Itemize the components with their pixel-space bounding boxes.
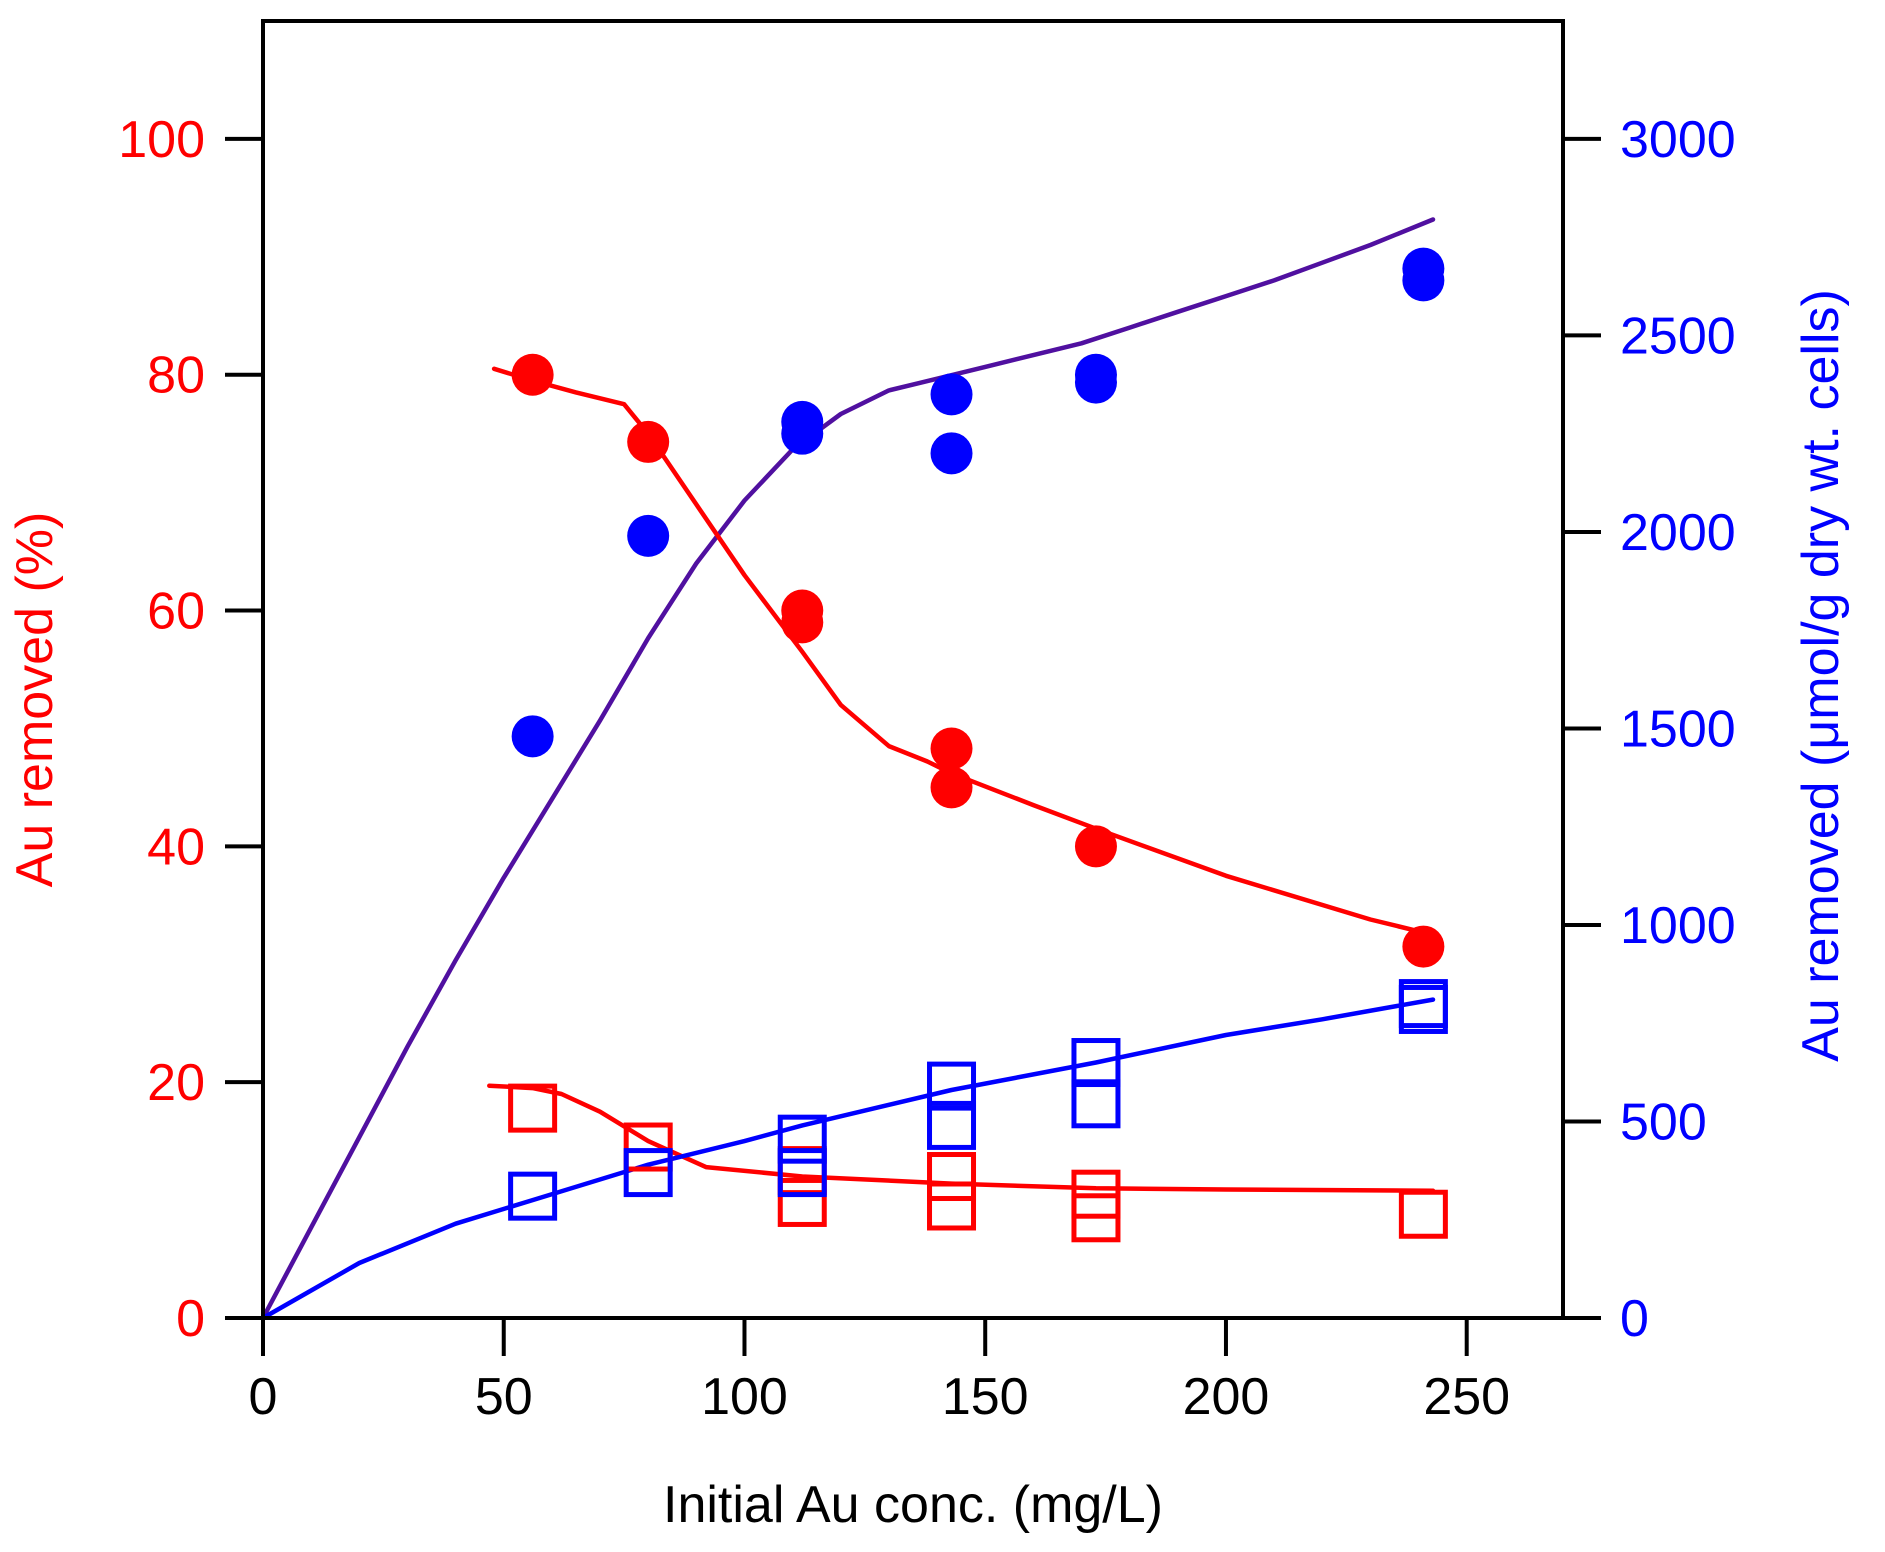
axes: 0 50 100 150 200 2500204060801000500100015002… — [118, 111, 1735, 1426]
series-2-point — [627, 514, 670, 557]
y-right-tick-label: 2500 — [1620, 307, 1736, 365]
y-right-tick-label: 500 — [1620, 1093, 1707, 1151]
series-3-point — [1071, 1193, 1121, 1243]
series-1-point — [627, 420, 670, 463]
y-right-tick-label: 1500 — [1620, 700, 1736, 758]
series-3-point — [508, 1083, 558, 1133]
series-4-point — [1071, 1079, 1121, 1129]
series-4-point — [777, 1148, 827, 1198]
series-3-point — [1398, 1189, 1448, 1239]
y-right-tick-label: 3000 — [1620, 111, 1736, 169]
series-1-point — [511, 353, 554, 396]
y-right-tick-label: 2000 — [1620, 504, 1736, 562]
series-4-point — [927, 1061, 977, 1111]
series-1-point — [1402, 925, 1445, 968]
series-3-point — [927, 1152, 977, 1202]
plot-frame — [261, 19, 1565, 1320]
series-1-point — [781, 601, 824, 644]
series-4-point — [1398, 984, 1448, 1034]
series-2-point — [781, 412, 824, 455]
series-2-point — [930, 373, 973, 416]
y-left-tick-label: 40 — [147, 818, 205, 876]
series-3-point — [623, 1122, 673, 1172]
y-left-tick-label: 60 — [147, 583, 205, 641]
y-left-tick-label: 100 — [118, 111, 205, 169]
series-2-point — [1074, 361, 1117, 404]
series-1-point — [930, 727, 973, 770]
x-tick-label: 0 — [249, 1368, 278, 1426]
series-4-point — [1071, 1038, 1121, 1088]
y-left-tick-label: 0 — [176, 1290, 205, 1348]
series-4-point — [623, 1148, 673, 1198]
series-2-point — [930, 432, 973, 475]
x-tick-label: 150 — [942, 1368, 1029, 1426]
x-tick-label: 250 — [1423, 1368, 1510, 1426]
series-1-point — [1074, 825, 1117, 868]
series-2-point — [1402, 259, 1445, 302]
x-tick-label: 50 — [475, 1368, 533, 1426]
fit-lines — [260, 217, 1436, 1321]
y-left-tick-label: 80 — [147, 347, 205, 405]
y-right-axis-title: Au removed (μmol/g dry wt. cells) — [1792, 289, 1850, 1062]
y-right-tick-label: 1000 — [1620, 897, 1736, 955]
y-right-tick-label: 0 — [1620, 1290, 1649, 1348]
series-3-point — [927, 1181, 977, 1231]
series-4-point — [927, 1100, 977, 1150]
fit-line-3 — [487, 1083, 1436, 1193]
fit-line-4 — [260, 997, 1436, 1321]
series-3-point — [777, 1177, 827, 1227]
series-2-point — [511, 715, 554, 758]
y-left-axis-title: Au removed (%) — [6, 512, 64, 888]
fit-line-2 — [491, 366, 1436, 938]
fit-line-1 — [260, 217, 1436, 1321]
x-tick-label: 200 — [1183, 1368, 1270, 1426]
series-4-point — [508, 1171, 558, 1221]
series-1-point — [930, 766, 973, 809]
data-markers — [508, 247, 1448, 1243]
x-axis-title: Initial Au conc. (mg/L) — [663, 1476, 1163, 1534]
y-left-tick-label: 20 — [147, 1054, 205, 1112]
x-tick-label: 100 — [701, 1368, 788, 1426]
series-4-point — [777, 1114, 827, 1164]
